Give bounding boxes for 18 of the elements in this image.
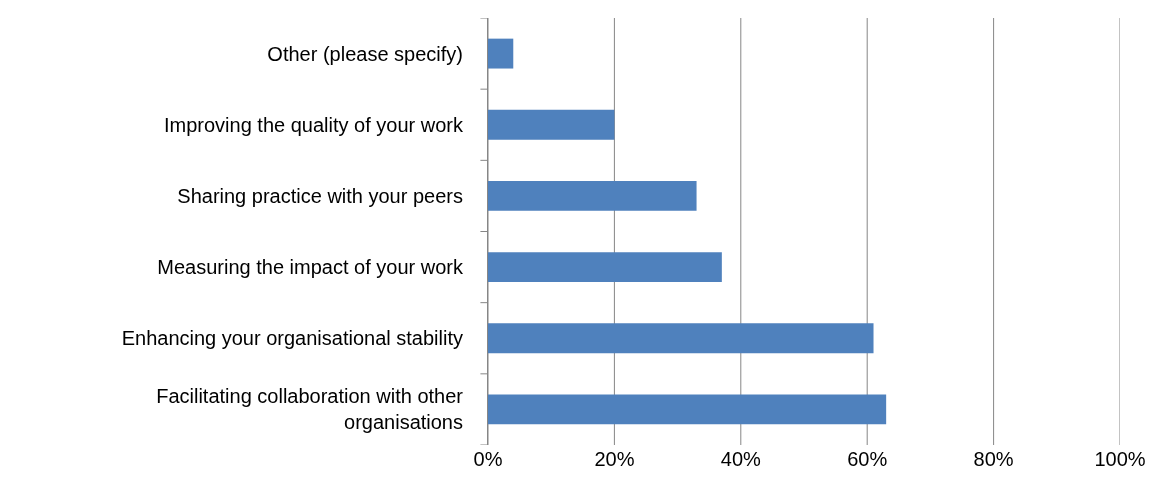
x-tick-label: 40% (720, 448, 762, 470)
y-tick-label: Sharing practice with your peers (177, 184, 463, 207)
y-tick-label: Facilitating collaboration with other organisations (156, 385, 464, 434)
x-tick-label: 0% (473, 448, 503, 470)
y-tick-label: Improving the quality of your work (163, 113, 464, 136)
bar (488, 323, 874, 354)
bar (488, 180, 697, 211)
y-tick-label: Enhancing your organisational stability (121, 327, 463, 350)
x-tick-label: 100% (1094, 448, 1146, 470)
y-tick-label: Other (please specify) (267, 42, 463, 65)
bar (488, 109, 615, 140)
y-tick-label: Measuring the impact of your work (157, 256, 464, 279)
bar (488, 252, 722, 283)
x-tick-label: 20% (594, 448, 635, 470)
bar (488, 38, 514, 69)
bar (488, 394, 887, 425)
x-tick-label: 60% (847, 448, 888, 470)
x-tick-label: 80% (973, 448, 1014, 470)
